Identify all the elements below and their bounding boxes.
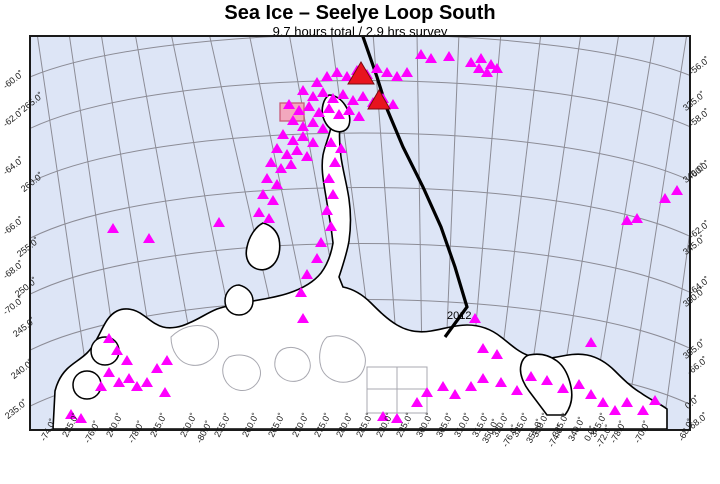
flight-track-line — [361, 37, 469, 338]
tick-left-12: 235.0˚ — [2, 397, 30, 421]
graticule-parallels — [31, 37, 689, 407]
station-markers — [347, 61, 391, 110]
ice-shelf-features — [170, 324, 428, 414]
title-block: Sea Ice – Seelye Loop South 9.7 hours to… — [0, 0, 720, 39]
map-plot-area[interactable] — [29, 35, 691, 431]
tick-left-4: -64.0˚ — [0, 154, 26, 177]
year-label: 2012 — [447, 310, 472, 322]
map-graphic — [31, 37, 689, 429]
tick-left-0: -60.0˚ — [0, 68, 26, 91]
station-marker-south — [367, 89, 391, 110]
sea-ice-markers — [65, 49, 683, 423]
tick-left-10: -70.0˚ — [0, 294, 26, 317]
station-marker-north — [347, 61, 375, 85]
tick-left-8: -68.0˚ — [0, 258, 26, 281]
tick-left-6: -66.0˚ — [0, 214, 26, 237]
page-title: Sea Ice – Seelye Loop South — [224, 2, 496, 24]
tick-left-2: -62.0˚ — [0, 106, 26, 129]
